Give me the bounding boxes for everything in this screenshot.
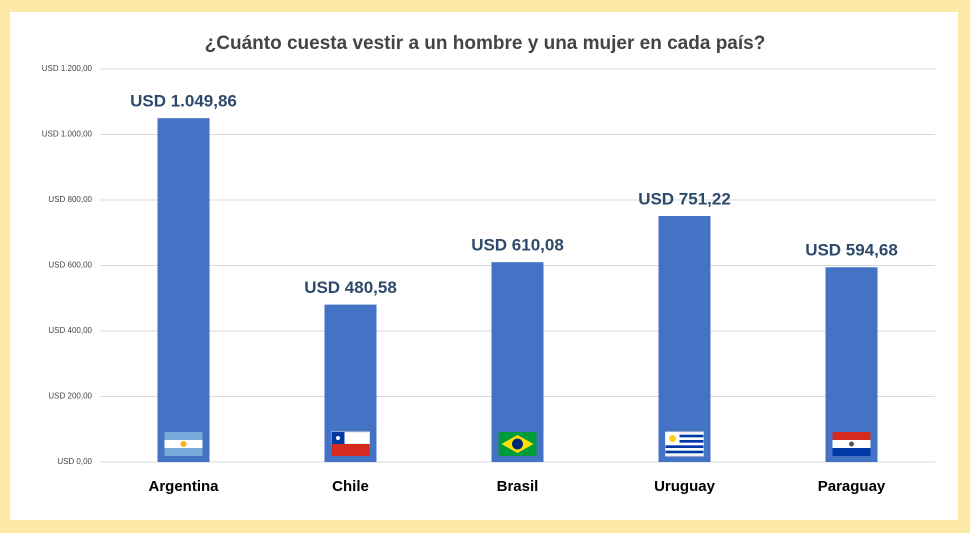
value-label: USD 1.049,86 <box>130 92 237 111</box>
flag-sun <box>669 435 676 442</box>
flag-sun <box>180 441 187 447</box>
x-tick-label: Paraguay <box>818 478 886 495</box>
flag-stripe <box>665 440 704 443</box>
flag-stripe <box>665 450 704 454</box>
y-tick-label: USD 600,00 <box>48 261 92 270</box>
flag <box>665 431 704 457</box>
value-label: USD 610,08 <box>471 236 564 255</box>
value-label: USD 594,68 <box>805 241 898 260</box>
flag <box>498 432 537 456</box>
flag <box>164 432 203 456</box>
x-tick-label: Uruguay <box>654 478 716 495</box>
y-tick-label: USD 800,00 <box>48 195 92 204</box>
x-tick-label: Argentina <box>148 478 219 495</box>
chart-title: ¿Cuánto cuesta vestir a un hombre y una … <box>205 33 766 54</box>
flag <box>832 432 871 456</box>
flag-globe <box>512 438 523 450</box>
flag-seal <box>849 441 854 447</box>
flag-stripe <box>832 432 871 440</box>
value-label: USD 751,22 <box>638 189 731 208</box>
bar <box>658 215 711 462</box>
x-tick-label: Chile <box>332 478 369 495</box>
x-tick-label: Brasil <box>497 478 539 495</box>
value-label: USD 480,58 <box>304 278 397 297</box>
flag <box>331 431 370 456</box>
y-tick-label: USD 1.200,00 <box>42 64 93 73</box>
y-tick-label: USD 1.000,00 <box>42 130 93 139</box>
bar <box>157 118 210 463</box>
flag-stripe <box>331 444 370 456</box>
y-tick-label: USD 200,00 <box>48 392 92 401</box>
flag-stripe <box>832 448 871 456</box>
flag-stripe <box>665 434 704 438</box>
flag-star <box>336 436 340 440</box>
y-tick-label: USD 0,00 <box>57 457 92 466</box>
bar <box>491 262 544 462</box>
flag-stripe <box>665 445 704 448</box>
y-tick-label: USD 400,00 <box>48 326 92 335</box>
bar <box>825 267 878 462</box>
